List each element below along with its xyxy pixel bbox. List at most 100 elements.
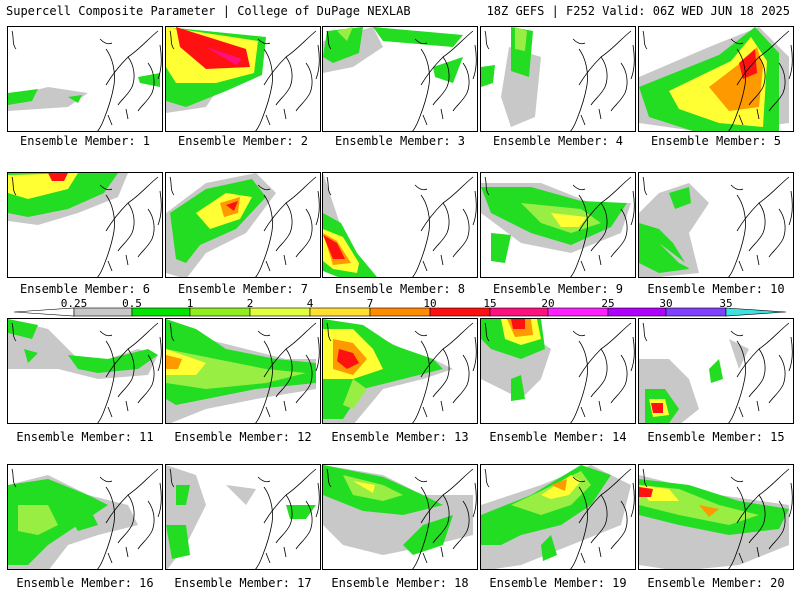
coastline bbox=[295, 354, 313, 404]
scp-contour-map bbox=[639, 27, 793, 131]
member-label: Ensemble Member: 20 bbox=[647, 576, 785, 590]
coastline bbox=[570, 48, 588, 131]
coastline bbox=[107, 406, 113, 418]
scp-contour-map bbox=[481, 27, 635, 131]
colorbar-tick-label: 0.25 bbox=[60, 297, 88, 310]
scp-contour-fill bbox=[68, 95, 82, 103]
scp-contour-fill bbox=[669, 187, 691, 209]
coastline bbox=[432, 56, 450, 106]
scp-contour-map bbox=[166, 465, 320, 569]
colorbar-tick-label: 25 bbox=[601, 297, 615, 310]
coastline bbox=[748, 56, 766, 106]
coastline bbox=[11, 468, 17, 488]
coastline bbox=[432, 494, 450, 544]
member-map-panel bbox=[165, 318, 321, 424]
coastline bbox=[414, 476, 428, 483]
scp-contour-map bbox=[8, 468, 162, 569]
coastline bbox=[736, 176, 790, 232]
coastline bbox=[788, 190, 793, 226]
coastline bbox=[728, 486, 746, 569]
coastline bbox=[572, 476, 586, 483]
scp-contour-fill bbox=[68, 505, 98, 531]
coastline bbox=[768, 354, 786, 404]
scp-contour-map bbox=[639, 322, 793, 423]
coastline bbox=[728, 194, 746, 277]
coastline bbox=[265, 260, 271, 272]
coastline bbox=[598, 254, 602, 266]
scp-contour-fill bbox=[511, 375, 525, 401]
member-map-panel bbox=[638, 464, 794, 570]
coastline bbox=[97, 194, 115, 277]
colorbar-tick-label: 1 bbox=[186, 297, 194, 310]
member-map-panel bbox=[638, 318, 794, 424]
scp-contour-fill bbox=[24, 349, 38, 363]
coastline bbox=[117, 56, 135, 106]
coastline bbox=[452, 208, 470, 258]
coastline bbox=[326, 176, 332, 196]
coastline bbox=[472, 336, 477, 372]
coastline bbox=[422, 552, 428, 564]
coastline bbox=[117, 348, 135, 398]
coastline bbox=[420, 176, 474, 232]
coastline bbox=[326, 322, 332, 342]
scp-contour-fill bbox=[286, 505, 316, 519]
scp-contour-fill bbox=[8, 319, 38, 339]
coastline bbox=[440, 254, 444, 266]
scp-contour-fill bbox=[481, 65, 495, 87]
coastline bbox=[642, 322, 648, 342]
member-label: Ensemble Member: 18 bbox=[331, 576, 469, 590]
coastline bbox=[452, 354, 470, 404]
coastline bbox=[768, 208, 786, 258]
member-label: Ensemble Member: 2 bbox=[177, 134, 309, 148]
member-map-panel bbox=[480, 26, 636, 132]
coastline bbox=[283, 546, 287, 558]
coastline bbox=[265, 552, 271, 564]
scp-contour-fill bbox=[433, 57, 463, 83]
scp-contour-fill bbox=[68, 349, 158, 373]
member-map-panel bbox=[322, 26, 478, 132]
scp-contour-fill bbox=[48, 173, 68, 181]
coastline bbox=[598, 400, 602, 412]
coastline bbox=[99, 476, 113, 483]
coastline bbox=[125, 254, 129, 266]
coastline bbox=[117, 202, 135, 252]
coastline bbox=[125, 546, 129, 558]
coastline bbox=[598, 546, 602, 558]
coastline bbox=[748, 494, 766, 544]
member-label: Ensemble Member: 16 bbox=[16, 576, 154, 590]
scp-contour-map bbox=[8, 319, 162, 423]
coastline bbox=[157, 44, 162, 80]
coastline bbox=[610, 208, 628, 258]
coastline bbox=[257, 184, 271, 191]
coastline bbox=[432, 202, 450, 252]
member-map-panel bbox=[7, 26, 163, 132]
coastline bbox=[422, 406, 428, 418]
member-label: Ensemble Member: 19 bbox=[489, 576, 627, 590]
coastline bbox=[414, 38, 428, 45]
member-map-panel bbox=[7, 172, 163, 278]
scp-contour-fill bbox=[176, 485, 190, 505]
coastline bbox=[570, 194, 588, 277]
coastline bbox=[730, 330, 744, 337]
scp-contour-fill bbox=[403, 515, 453, 555]
scp-contour-fill bbox=[739, 49, 757, 79]
coastline bbox=[788, 482, 793, 518]
scp-contour-fill bbox=[18, 505, 58, 535]
coastline bbox=[642, 30, 648, 50]
scp-contour-map bbox=[481, 176, 635, 277]
coastline bbox=[642, 176, 648, 196]
coastline bbox=[738, 114, 744, 126]
coastline bbox=[263, 30, 317, 86]
scp-contour-fill bbox=[353, 481, 375, 493]
coastline bbox=[275, 348, 293, 398]
coastline bbox=[432, 348, 450, 398]
coastline bbox=[157, 336, 162, 372]
scp-contour-fill bbox=[8, 89, 38, 105]
coastline bbox=[97, 486, 115, 569]
coastline bbox=[738, 406, 744, 418]
coastline bbox=[412, 194, 430, 277]
coastline bbox=[295, 208, 313, 258]
member-label: Ensemble Member: 3 bbox=[334, 134, 466, 148]
member-label: Ensemble Member: 14 bbox=[489, 430, 627, 444]
coastline bbox=[275, 202, 293, 252]
